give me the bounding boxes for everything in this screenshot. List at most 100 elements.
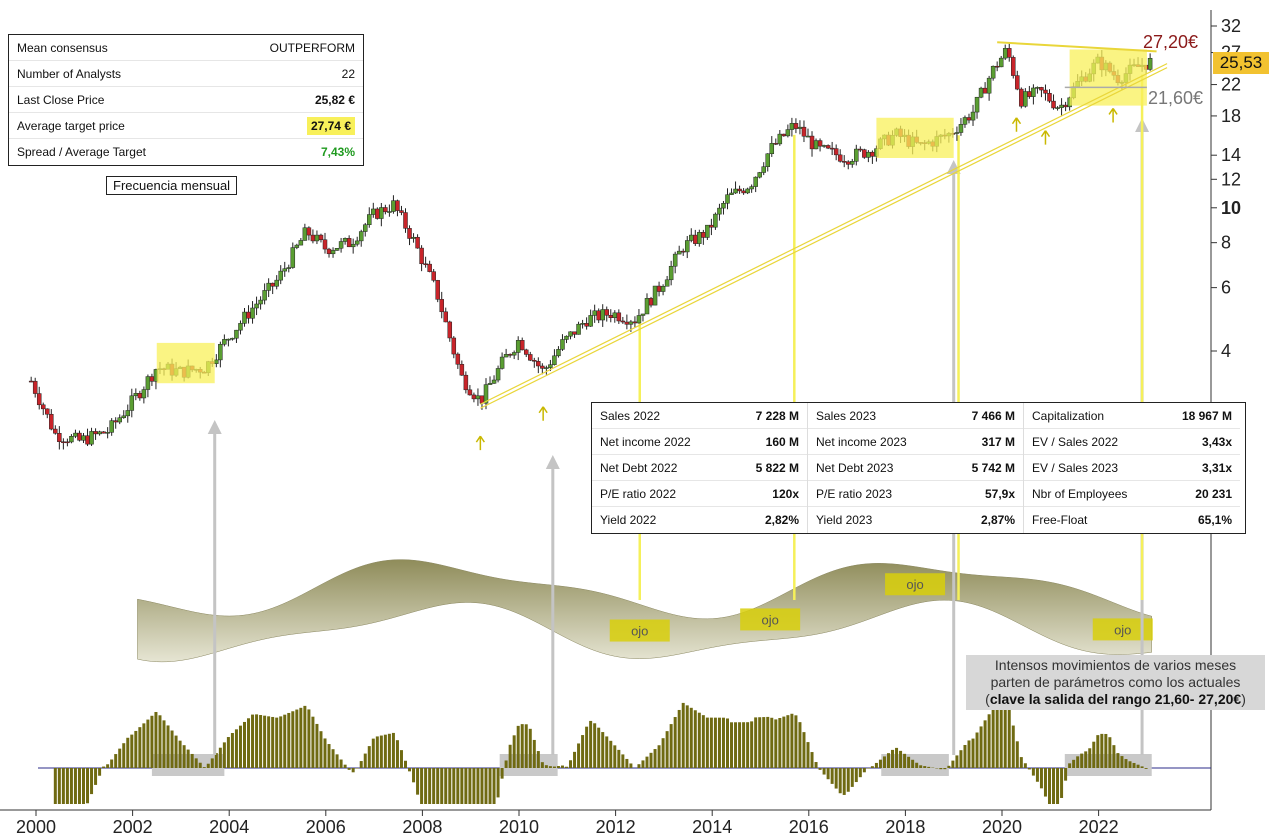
candle-down: [693, 234, 698, 244]
candle-up: [684, 240, 690, 253]
candle-up: [769, 143, 775, 155]
x-tick-label: 2012: [596, 817, 636, 837]
x-tick-label: 2002: [113, 817, 153, 837]
momentum-bar: [190, 753, 194, 768]
candle-up: [411, 236, 416, 239]
fund-value: 5 742 M: [971, 460, 1015, 475]
candle-up: [974, 96, 980, 113]
fund-value: 65,1%: [1197, 513, 1232, 527]
candle-up: [628, 321, 634, 325]
momentum-bar: [814, 762, 818, 768]
candle-down: [1019, 88, 1024, 107]
momentum-bar: [492, 768, 496, 804]
momentum-bar: [448, 768, 452, 804]
momentum-bar: [90, 768, 94, 795]
momentum-bar: [234, 729, 238, 768]
momentum-bar: [444, 768, 448, 804]
consensus-table: Mean consensus OUTPERFORM Number of Anal…: [8, 34, 364, 166]
momentum-bar: [532, 739, 536, 768]
candle-up: [998, 57, 1004, 68]
momentum-bar: [1080, 753, 1084, 768]
momentum-bar: [1060, 768, 1064, 798]
candle-down: [270, 282, 275, 287]
candle-down: [523, 349, 529, 355]
consensus-row: Average target price 27,74 €: [9, 113, 363, 139]
x-tick-label: 2014: [692, 817, 732, 837]
pivot-arrow: [538, 406, 548, 421]
momentum-bar: [267, 716, 271, 768]
candle-up: [371, 208, 376, 215]
momentum-bar: [677, 709, 681, 768]
candle-up: [785, 129, 791, 137]
candle-up: [588, 315, 593, 327]
candle-up: [813, 140, 819, 150]
candle-up: [962, 117, 968, 125]
consensus-label: Average target price: [17, 118, 125, 133]
candle-down: [1027, 91, 1032, 97]
momentum-bar: [307, 709, 311, 768]
momentum-bar: [1047, 768, 1051, 804]
candle-up: [81, 435, 86, 441]
candle-down: [781, 133, 787, 137]
momentum-bar: [311, 716, 315, 768]
momentum-bar: [247, 718, 251, 768]
momentum-bar: [520, 724, 524, 768]
fund-label: Nbr of Employees: [1032, 486, 1128, 501]
momentum-bar: [166, 725, 170, 768]
resistance-price-label: 27,20€: [1143, 32, 1199, 52]
candle-down: [837, 154, 843, 162]
momentum-bar: [709, 717, 713, 768]
candle-up: [854, 148, 859, 162]
candle-up: [226, 338, 231, 341]
candle-up: [350, 243, 356, 248]
momentum-bar: [178, 740, 182, 768]
momentum-bar: [548, 766, 552, 768]
candle-up: [777, 133, 783, 145]
note-paren: (: [985, 691, 990, 707]
momentum-bar: [758, 717, 762, 768]
fundamentals-row: Net income 2022 160 M: [592, 429, 807, 455]
fund-label: Yield 2023: [816, 513, 873, 527]
momentum-bar: [560, 765, 564, 768]
momentum-bar: [874, 762, 878, 768]
fundamentals-row: Yield 2022 2,82%: [592, 507, 807, 533]
momentum-bar: [778, 717, 782, 768]
candle-up: [214, 359, 219, 364]
momentum-bar: [347, 768, 351, 770]
candle-down: [451, 337, 457, 355]
momentum-bar: [230, 733, 234, 768]
guide-arrow-head: [946, 160, 961, 174]
candle-up: [487, 383, 493, 385]
momentum-bar: [657, 745, 661, 768]
candle-down: [443, 311, 448, 323]
candle-down: [596, 310, 601, 321]
fundamentals-row: EV / Sales 2023 3,31x: [1024, 455, 1240, 481]
y-tick-label: 10: [1221, 198, 1241, 218]
momentum-bar: [202, 767, 206, 768]
candle-down: [793, 123, 799, 129]
x-tick-label: 2006: [306, 817, 346, 837]
fundamentals-row: Sales 2023 7 466 M: [808, 403, 1023, 429]
candle-up: [89, 431, 94, 445]
candle-down: [101, 431, 106, 434]
consensus-row: Number of Analysts 22: [9, 61, 363, 87]
momentum-bar: [420, 768, 424, 804]
momentum-bar: [693, 710, 697, 768]
momentum-bar: [806, 742, 810, 768]
fund-label: Net income 2023: [816, 434, 907, 449]
candle-up: [121, 415, 126, 418]
candle-down: [399, 210, 404, 213]
momentum-bar: [94, 768, 98, 785]
consensus-value: 27,74 €: [306, 116, 355, 135]
candle-up: [282, 268, 287, 272]
candle-up: [745, 188, 750, 194]
candle-down: [137, 393, 143, 399]
fund-label: EV / Sales 2022: [1032, 434, 1119, 449]
consensus-row: Mean consensus OUTPERFORM: [9, 35, 363, 61]
consensus-label: Mean consensus: [17, 40, 108, 55]
candle-down: [439, 299, 444, 313]
candle-up: [230, 337, 235, 340]
ojo-highlight: [609, 619, 670, 642]
candle-down: [407, 228, 412, 239]
y-tick-label: 8: [1221, 233, 1231, 253]
